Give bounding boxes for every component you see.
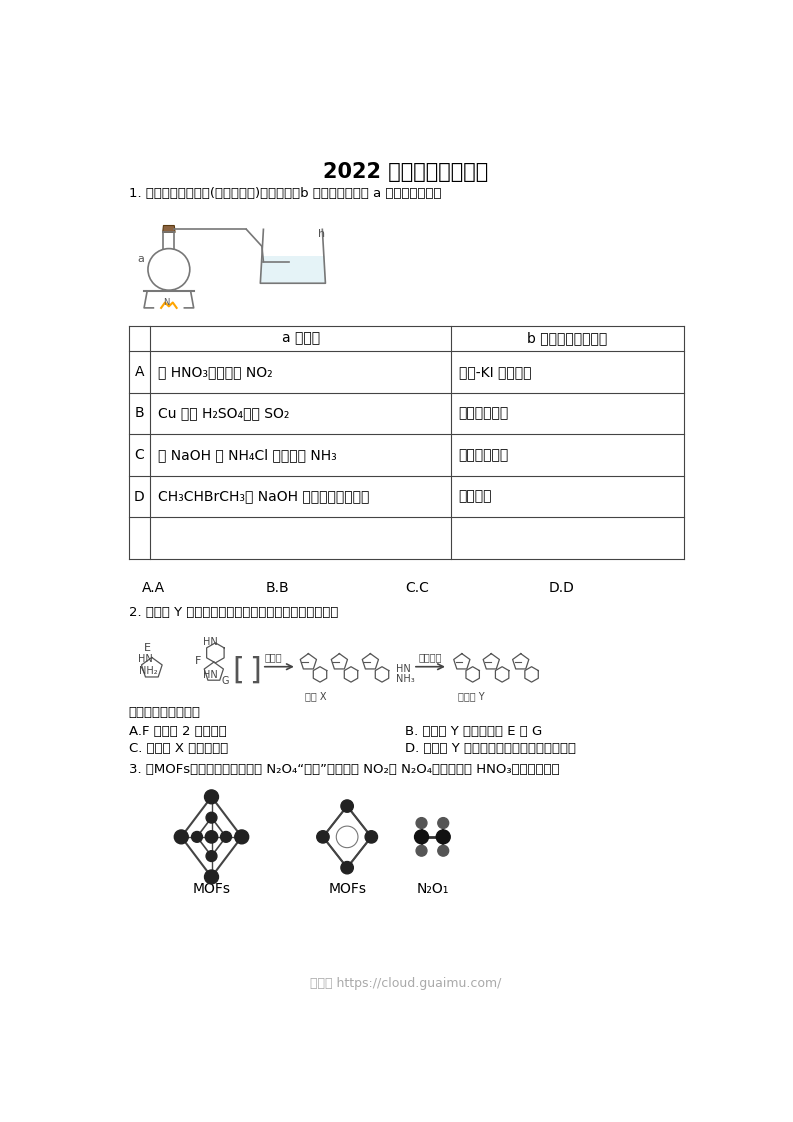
Circle shape <box>341 862 354 874</box>
Polygon shape <box>163 226 175 232</box>
Text: a: a <box>138 254 145 264</box>
Text: CH₃CHBrCH₃与 NaOH 乙醇溶液生成丙烯: CH₃CHBrCH₃与 NaOH 乙醇溶液生成丙烯 <box>158 489 370 504</box>
Circle shape <box>436 830 450 844</box>
Text: b 中检测试剂及现象: b 中检测试剂及现象 <box>527 331 607 346</box>
Text: 2022 年北京卷部分试题: 2022 年北京卷部分试题 <box>324 162 488 182</box>
Text: 催化剂: 催化剂 <box>265 653 282 663</box>
Circle shape <box>205 790 219 803</box>
Text: C: C <box>135 448 144 462</box>
Circle shape <box>415 830 428 844</box>
Text: A: A <box>135 365 144 379</box>
Text: HN: HN <box>138 654 152 664</box>
Circle shape <box>206 850 217 862</box>
Polygon shape <box>261 256 324 283</box>
Text: 1. 利用如图所示装置(夹持装置略)进行实验，b 中现象不能证明 a 中产物生成的是: 1. 利用如图所示装置(夹持装置略)进行实验，b 中现象不能证明 a 中产物生成… <box>128 186 441 200</box>
Text: B: B <box>135 406 144 421</box>
Text: NH₂: NH₂ <box>140 666 158 677</box>
Text: D: D <box>134 489 145 504</box>
Text: NH₃: NH₃ <box>396 674 415 684</box>
Circle shape <box>205 830 218 843</box>
Text: 濃 HNO₃分解生成 NO₂: 濃 HNO₃分解生成 NO₂ <box>158 365 273 379</box>
Text: 3. 某MOFs的多孔材料刚好可将 N₂O₄“固定”，实现了 NO₂与 N₂O₄分离并制备 HNO₃，如图所示：: 3. 某MOFs的多孔材料刚好可将 N₂O₄“固定”，实现了 NO₂与 N₂O₄… <box>128 763 559 776</box>
Circle shape <box>174 830 188 844</box>
Text: C. 高分子 X 中存在氢键: C. 高分子 X 中存在氢键 <box>128 742 228 755</box>
Text: HN: HN <box>396 664 411 674</box>
Circle shape <box>438 818 449 828</box>
Text: HN: HN <box>203 670 218 680</box>
Circle shape <box>336 826 358 847</box>
Circle shape <box>438 845 449 856</box>
Text: E: E <box>144 643 151 653</box>
Text: B.B: B.B <box>266 581 289 595</box>
Circle shape <box>220 831 232 843</box>
Circle shape <box>206 812 217 824</box>
Circle shape <box>316 830 329 843</box>
Text: h: h <box>318 229 325 239</box>
Text: HN: HN <box>203 637 218 647</box>
Circle shape <box>365 830 377 843</box>
Circle shape <box>416 818 427 828</box>
Text: A.A: A.A <box>142 581 165 595</box>
Circle shape <box>341 800 354 812</box>
Text: A.F 中含有 2 个酰胺基: A.F 中含有 2 个酰胺基 <box>128 725 226 738</box>
Text: N: N <box>163 297 169 306</box>
Text: 高分子 Y: 高分子 Y <box>458 691 485 701</box>
Text: F: F <box>194 656 201 666</box>
Text: 品红溶液褮色: 品红溶液褮色 <box>458 406 509 421</box>
Text: C.C: C.C <box>405 581 429 595</box>
Text: 下列说法不正确的是: 下列说法不正确的是 <box>128 707 201 719</box>
Text: 渴水褮色: 渴水褮色 <box>458 489 492 504</box>
Text: 酩鷥溶液变红: 酩鷥溶液变红 <box>458 448 509 462</box>
Text: D.D: D.D <box>549 581 574 595</box>
Text: 聚合 X: 聚合 X <box>305 691 327 701</box>
Text: 一定条件: 一定条件 <box>418 653 442 663</box>
Text: a 中反应: a 中反应 <box>282 331 320 346</box>
Text: 龙云网 https://cloud.guaimu.com/: 龙云网 https://cloud.guaimu.com/ <box>310 977 502 991</box>
Text: 濃 NaOH 与 NH₄Cl 溶液生成 NH₃: 濃 NaOH 与 NH₄Cl 溶液生成 NH₃ <box>158 448 337 462</box>
Circle shape <box>416 845 427 856</box>
Text: [: [ <box>232 655 244 684</box>
Text: D. 高分子 Y 的合成过程中进行了官能团保护: D. 高分子 Y 的合成过程中进行了官能团保护 <box>405 742 577 755</box>
Circle shape <box>235 830 249 844</box>
Text: N₂O₁: N₂O₁ <box>416 882 449 896</box>
Text: 淠粉-KI 溶液变蓝: 淠粉-KI 溶液变蓝 <box>458 365 531 379</box>
Text: Cu 与濃 H₂SO₄生成 SO₂: Cu 与濃 H₂SO₄生成 SO₂ <box>158 406 289 421</box>
Circle shape <box>192 831 202 843</box>
Circle shape <box>205 870 219 884</box>
Text: MOFs: MOFs <box>193 882 231 896</box>
Text: G: G <box>221 675 229 686</box>
Text: MOFs: MOFs <box>328 882 366 896</box>
Text: ]: ] <box>249 655 261 684</box>
Text: B. 高分子 Y 水解可得到 E 和 G: B. 高分子 Y 水解可得到 E 和 G <box>405 725 542 738</box>
Text: 2. 高分子 Y 是一种人工合成的多肽，其合成路线如下。: 2. 高分子 Y 是一种人工合成的多肽，其合成路线如下。 <box>128 606 338 619</box>
